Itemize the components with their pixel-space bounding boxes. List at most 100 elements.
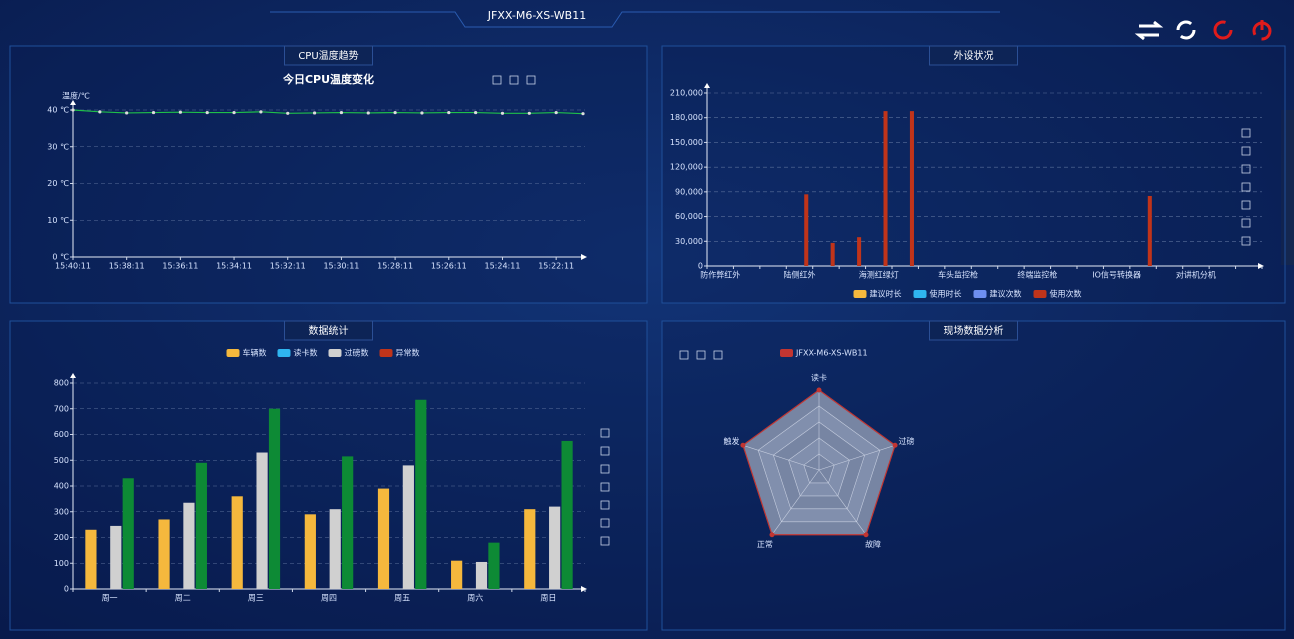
x-tick-label: 周四 — [321, 594, 337, 603]
toolbox-icon[interactable] — [1241, 164, 1251, 174]
y-tick-label: 0 — [698, 262, 703, 271]
x-tick-label: 周五 — [394, 594, 410, 603]
point — [178, 110, 182, 114]
y-tick-label: 800 — [54, 379, 69, 388]
bar — [268, 408, 281, 589]
toolbox-icon[interactable] — [1241, 146, 1251, 156]
reload-icon[interactable] — [1213, 20, 1233, 40]
bar — [231, 496, 243, 589]
toolbox-icon[interactable] — [492, 75, 502, 85]
header-tools[interactable] — [1134, 20, 1272, 41]
x-tick-label: 对讲机分机 — [1176, 270, 1216, 280]
x-tick-label: 周日 — [540, 594, 556, 603]
radar-point — [769, 532, 775, 538]
legend-label[interactable]: 使用时长 — [930, 289, 962, 299]
toolbox-icon[interactable] — [1241, 128, 1251, 138]
toolbox-icon[interactable] — [600, 428, 610, 438]
toolbox-icon[interactable] — [600, 482, 610, 492]
legend-label[interactable]: 车辆数 — [243, 348, 267, 358]
bar — [377, 488, 390, 589]
legend-swatch[interactable] — [780, 349, 793, 357]
bar — [857, 237, 862, 266]
bar — [804, 194, 809, 266]
bar — [195, 462, 207, 589]
toolbox-icon[interactable] — [600, 446, 610, 456]
point — [581, 112, 585, 116]
x-tick-label: 15:40:11 — [55, 262, 91, 271]
point — [125, 111, 129, 115]
point — [474, 110, 478, 115]
y-axis-arrow — [70, 100, 76, 105]
toolbox-icon[interactable] — [696, 350, 706, 360]
header-title: JFXX-M6-XS-WB11 — [487, 9, 586, 22]
toolbox-icon[interactable] — [600, 518, 610, 528]
radar-spoke — [818, 444, 896, 471]
bar — [329, 509, 341, 589]
legend-label[interactable]: 过磅数 — [345, 348, 369, 358]
switch-icon[interactable] — [1134, 20, 1164, 41]
legend-swatch[interactable] — [277, 349, 291, 357]
y-tick-label: 600 — [54, 430, 69, 439]
toolbox-icon[interactable] — [1241, 218, 1251, 228]
bar — [183, 502, 195, 589]
panel-tab — [929, 45, 1018, 66]
bar — [524, 509, 536, 589]
legend-label[interactable]: 建议时长 — [870, 289, 902, 299]
toolbox-icon[interactable] — [600, 500, 610, 510]
legend-swatch[interactable] — [379, 349, 393, 357]
radar-label: 触发 — [724, 436, 740, 446]
panel-title: 现场数据分析 — [944, 324, 1004, 337]
bar — [475, 561, 488, 589]
y-tick-label: 30,000 — [675, 237, 703, 246]
x-tick-label: 周三 — [248, 594, 264, 603]
toolbox-icon[interactable] — [713, 350, 723, 360]
toolbox-icon[interactable] — [1241, 182, 1251, 192]
legend-label[interactable]: 建议次数 — [990, 289, 1022, 299]
x-tick-label: 15:32:11 — [270, 262, 306, 271]
x-tick-label: IO信号转换器 — [1092, 270, 1141, 280]
panel-tab — [284, 320, 373, 341]
x-tick-label: 车头监控枪 — [938, 270, 978, 280]
x-tick-label: 15:26:11 — [431, 262, 467, 271]
bar — [304, 514, 316, 589]
bar — [488, 542, 500, 589]
toolbox-icon[interactable] — [526, 75, 536, 85]
panel-title: 数据统计 — [309, 324, 349, 337]
legend-label[interactable]: 异常数 — [396, 348, 420, 358]
toolbox-icon[interactable] — [600, 536, 610, 546]
point — [232, 110, 236, 115]
legend-swatch[interactable] — [973, 290, 987, 298]
legend-label[interactable]: 读卡数 — [294, 348, 318, 358]
legend-swatch[interactable] — [913, 290, 927, 298]
toolbox-icon[interactable] — [600, 464, 610, 474]
y-tick-label: 100 — [54, 559, 69, 568]
radar-spoke — [818, 469, 867, 535]
radar-point — [816, 387, 822, 393]
bar — [549, 506, 561, 589]
side-drawer[interactable] — [1281, 110, 1294, 265]
y-tick-label: 500 — [54, 456, 69, 465]
toolbox-icon[interactable] — [509, 75, 519, 85]
y-tick-label: 20 ℃ — [47, 179, 69, 188]
y-tick-label: 200 — [54, 533, 69, 542]
toolbox-icon[interactable] — [1241, 200, 1251, 210]
toolbox-icon[interactable] — [679, 350, 689, 360]
y-axis-arrow — [704, 83, 710, 88]
y-tick-label: 90,000 — [675, 187, 703, 196]
panel-tab — [929, 320, 1018, 341]
legend-swatch[interactable] — [226, 349, 240, 357]
x-tick-label: 15:28:11 — [377, 262, 413, 271]
point — [286, 111, 290, 115]
legend-swatch[interactable] — [1033, 290, 1047, 298]
legend-swatch[interactable] — [853, 290, 867, 298]
legend-label[interactable]: 使用次数 — [1050, 289, 1082, 299]
legend-swatch[interactable] — [328, 349, 342, 357]
refresh-icon[interactable] — [1176, 20, 1196, 40]
legend-label[interactable]: JFXX-M6-XS-WB11 — [795, 349, 868, 358]
bar — [342, 456, 354, 589]
x-tick-label: 周一 — [102, 594, 118, 603]
point — [98, 110, 102, 114]
y-tick-label: 400 — [54, 482, 69, 491]
